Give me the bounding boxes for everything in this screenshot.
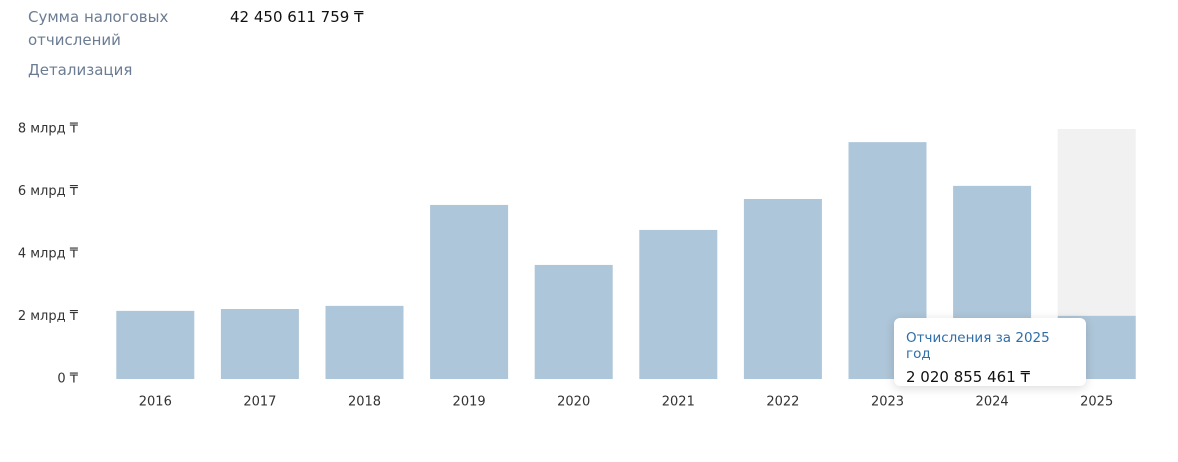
bar [325,305,404,379]
y-tick-label: 6 млрд ₸ [18,184,79,199]
summary-label: Сумма налоговых отчислений [28,8,169,49]
bar [639,229,718,379]
y-tick-label: 0 ₸ [57,372,78,387]
x-tick-label: 2020 [557,395,590,410]
x-tick-label: 2022 [766,395,799,410]
y-tick-label: 2 млрд ₸ [18,309,79,324]
details-heading: Детализация [28,61,133,79]
x-tick-label: 2021 [662,395,695,410]
x-tick-label: 2016 [139,395,172,410]
bar [534,264,613,379]
bar [430,204,509,379]
tooltip-value: 2 020 855 461 ₸ [906,368,1031,386]
x-tick-label: 2025 [1080,395,1113,410]
tooltip-title: Отчисления за 2025 год [906,330,1050,362]
x-tick-label: 2023 [871,395,904,410]
x-tick-label: 2024 [976,395,1009,410]
bar [116,310,195,379]
x-tick-label: 2018 [348,395,381,410]
bar [220,309,299,379]
bar [743,199,822,379]
y-tick-label: 4 млрд ₸ [18,247,79,262]
tooltip: Отчисления за 2025 год 2 020 855 461 ₸ [894,318,1086,386]
summary-value: 42 450 611 759 ₸ [230,8,364,26]
x-tick-label: 2017 [243,395,276,410]
x-tick-label: 2019 [453,395,486,410]
y-tick-label: 8 млрд ₸ [18,122,79,137]
